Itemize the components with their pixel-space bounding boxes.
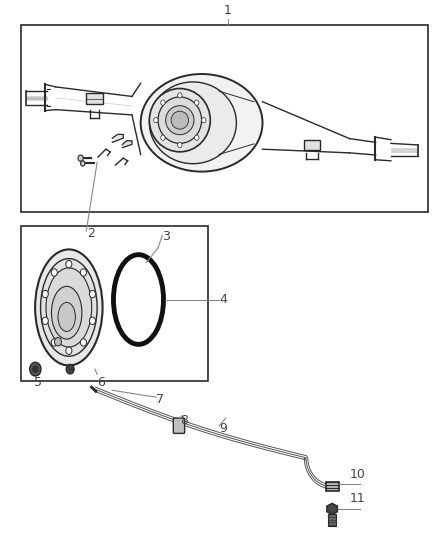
Polygon shape xyxy=(113,134,123,142)
Text: 2: 2 xyxy=(87,227,95,240)
Circle shape xyxy=(51,269,57,276)
Circle shape xyxy=(51,339,57,346)
Ellipse shape xyxy=(41,259,97,356)
FancyBboxPatch shape xyxy=(328,514,336,526)
Text: 5: 5 xyxy=(34,376,42,389)
Text: 1: 1 xyxy=(224,4,232,17)
Ellipse shape xyxy=(166,106,194,135)
Circle shape xyxy=(42,317,48,325)
Ellipse shape xyxy=(51,286,82,339)
Text: 4: 4 xyxy=(219,293,227,306)
Circle shape xyxy=(81,269,86,276)
Circle shape xyxy=(201,118,206,123)
Text: 6: 6 xyxy=(97,376,105,389)
Polygon shape xyxy=(327,503,337,514)
Ellipse shape xyxy=(58,302,75,332)
Text: 11: 11 xyxy=(350,492,365,505)
Ellipse shape xyxy=(149,82,237,164)
Circle shape xyxy=(154,118,158,123)
Circle shape xyxy=(66,365,74,374)
FancyBboxPatch shape xyxy=(173,418,185,433)
Ellipse shape xyxy=(35,249,102,366)
Ellipse shape xyxy=(141,74,262,172)
Ellipse shape xyxy=(171,111,188,129)
FancyBboxPatch shape xyxy=(86,93,103,104)
Text: 3: 3 xyxy=(162,230,170,243)
Ellipse shape xyxy=(149,88,210,152)
Circle shape xyxy=(178,93,182,98)
Circle shape xyxy=(33,366,38,373)
Ellipse shape xyxy=(113,255,163,344)
Circle shape xyxy=(30,362,41,376)
FancyBboxPatch shape xyxy=(21,225,208,381)
FancyBboxPatch shape xyxy=(304,140,321,150)
Circle shape xyxy=(89,290,95,298)
Circle shape xyxy=(161,100,165,106)
Polygon shape xyxy=(122,141,132,148)
Ellipse shape xyxy=(158,97,201,143)
Circle shape xyxy=(66,347,72,354)
Circle shape xyxy=(66,261,72,268)
Circle shape xyxy=(78,155,83,161)
Ellipse shape xyxy=(46,268,92,347)
Circle shape xyxy=(81,161,85,166)
Text: 8: 8 xyxy=(180,414,188,427)
Circle shape xyxy=(89,317,95,325)
Circle shape xyxy=(194,100,199,106)
Text: 9: 9 xyxy=(219,422,227,435)
Text: 7: 7 xyxy=(156,393,164,406)
Circle shape xyxy=(81,339,86,346)
Circle shape xyxy=(42,290,48,298)
Circle shape xyxy=(194,135,199,140)
FancyBboxPatch shape xyxy=(21,25,428,213)
Circle shape xyxy=(161,135,165,140)
FancyBboxPatch shape xyxy=(325,481,339,491)
Text: 10: 10 xyxy=(350,468,365,481)
Circle shape xyxy=(178,142,182,148)
Circle shape xyxy=(54,337,61,346)
